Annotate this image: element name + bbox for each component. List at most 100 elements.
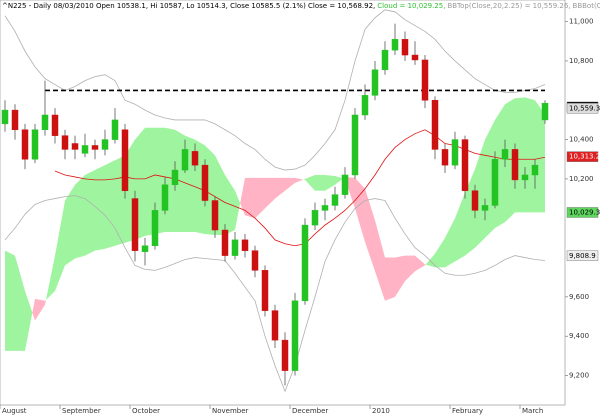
cloud-segment — [235, 190, 241, 231]
y-tick-label: 11,000 — [569, 18, 594, 26]
indicator-line — [4, 195, 546, 393]
candle-body — [241, 239, 249, 251]
cloud-segment — [305, 174, 315, 191]
y-tick-label: 10,800 — [569, 57, 594, 65]
cloud-segment — [405, 255, 415, 282]
y-tick-label: 9,400 — [569, 332, 589, 340]
candle-body — [131, 198, 139, 251]
candle-body — [361, 95, 369, 116]
candle-body — [301, 224, 309, 302]
candle-body — [21, 129, 29, 160]
cloud-segment — [505, 98, 515, 223]
candle-body — [321, 205, 329, 211]
x-tick-label: September — [62, 407, 101, 415]
candle-body — [311, 210, 319, 226]
candle-body — [531, 164, 539, 176]
candle-body — [51, 114, 59, 136]
x-tick-label: February — [452, 407, 483, 415]
candle-body — [341, 174, 349, 195]
candle-body — [271, 310, 279, 341]
candle-body — [11, 109, 19, 131]
price-label-box — [566, 250, 599, 261]
cloud-segment — [105, 160, 115, 249]
candle-body — [1, 109, 9, 125]
cloud-segment — [425, 264, 426, 266]
cloud-segment — [303, 178, 305, 180]
candle-body — [521, 174, 529, 181]
x-tick-label: August — [2, 407, 27, 415]
cloud-segment — [25, 290, 33, 351]
candle-body — [111, 119, 119, 140]
candle-body — [201, 164, 209, 201]
price-label-box — [566, 103, 599, 114]
candle-body — [421, 59, 429, 101]
cloud-segment — [265, 177, 275, 209]
candle-body — [291, 300, 299, 371]
candle-body — [61, 135, 69, 150]
candle-body — [371, 69, 379, 96]
candle-body — [541, 102, 549, 121]
cloud-segment — [75, 174, 85, 259]
cloud-segment — [85, 170, 95, 256]
candle-body — [411, 54, 419, 61]
candle-body — [151, 210, 159, 247]
x-tick-label: December — [292, 407, 328, 415]
cloud-segment — [515, 97, 525, 213]
cloud-segment — [315, 174, 325, 191]
cloud-segment — [5, 250, 15, 351]
cloud-segment — [255, 177, 265, 219]
y-tick-label: 9,600 — [569, 293, 589, 301]
cloud-segment — [95, 165, 105, 251]
cloud-segment — [335, 175, 344, 185]
candle-body — [181, 149, 189, 171]
candle-body — [71, 143, 79, 150]
candle-body — [431, 100, 439, 150]
candle-body — [161, 184, 169, 211]
indicator-line — [4, 9, 546, 171]
cloud-segment — [365, 188, 375, 272]
candle-body — [81, 145, 89, 154]
chart-title: ^N225 - Daily 08/03/2010 Open 10538.1, H… — [2, 2, 600, 10]
price-label-box — [566, 207, 599, 218]
cloud-segment — [45, 299, 46, 305]
cloud-segment — [455, 192, 465, 262]
price-label-text: 9,808.9 — [569, 252, 596, 260]
title-part: BBBot(Close,20,2.25) = 9,808.90, — [573, 2, 600, 10]
cloud-segment — [245, 177, 255, 219]
candle-body — [31, 129, 39, 160]
candle-body — [221, 229, 229, 256]
price-label: 10,313.2 — [566, 151, 600, 162]
y-tick-label: 10,200 — [569, 175, 594, 183]
candle-body — [281, 339, 289, 371]
price-label-text: 10,313.2 — [569, 153, 600, 161]
candle-body — [251, 250, 259, 271]
cloud-segment — [15, 255, 25, 351]
price-label: 10,559.3 — [566, 103, 600, 114]
candle-body — [451, 139, 459, 166]
cloud-segment — [435, 237, 445, 268]
cloud-segment — [385, 257, 395, 301]
candle-body — [391, 39, 399, 51]
price-label: 9,808.9 — [566, 250, 599, 261]
candle-body — [191, 151, 199, 166]
cloud-segment — [355, 177, 365, 242]
x-tick-label: November — [212, 407, 249, 415]
cloud-segment — [395, 255, 405, 297]
candle-body — [501, 149, 509, 160]
cloud-segment — [375, 220, 385, 301]
candle-body — [231, 239, 239, 256]
candle-body — [481, 205, 489, 211]
price-label: 10,029.3 — [566, 207, 600, 218]
cloud-segment — [55, 200, 65, 291]
candle-body — [401, 39, 409, 56]
y-tick-label: 10,400 — [569, 136, 594, 144]
price-label-box — [566, 151, 599, 162]
cloud-segment — [145, 127, 155, 236]
cloud-segment — [295, 177, 304, 183]
candle-body — [171, 169, 179, 186]
cloud-segment — [535, 100, 545, 213]
candle-body — [351, 114, 359, 176]
x-tick-label: 2010 — [372, 407, 390, 415]
cloud-segment — [325, 174, 335, 191]
